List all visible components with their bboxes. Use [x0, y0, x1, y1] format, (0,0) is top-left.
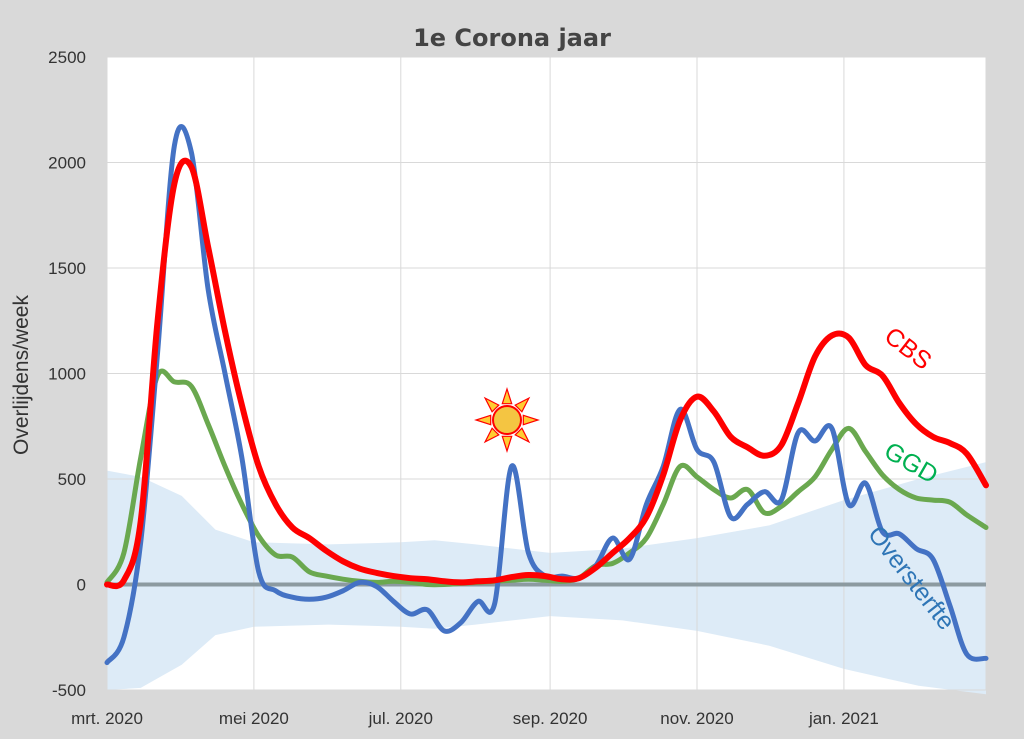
- x-tick-label: mrt. 2020: [71, 709, 143, 728]
- x-tick-label: mei 2020: [219, 709, 289, 728]
- sun-disc: [492, 405, 522, 435]
- sun-ray: [501, 435, 513, 453]
- y-axis-label: Overlijdens/week: [10, 295, 33, 455]
- x-tick-labels: mrt. 2020 mei 2020 jul. 2020 sep. 2020 nov. …: [71, 709, 879, 728]
- sun-ray: [514, 396, 531, 413]
- sun-ray: [501, 387, 513, 405]
- y-tick-label: 0: [77, 576, 86, 595]
- y-tick-label: -500: [52, 681, 86, 700]
- x-tick-label: jan. 2021: [808, 709, 879, 728]
- y-tick-label: 2500: [48, 48, 86, 67]
- y-tick-labels: -500 0 500 1000 1500 2000 2500: [48, 48, 86, 700]
- sun-ray: [514, 427, 531, 444]
- y-tick-label: 1500: [48, 259, 86, 278]
- sun-ray: [522, 414, 540, 426]
- x-tick-label: jul. 2020: [368, 709, 433, 728]
- x-tick-label: sep. 2020: [513, 709, 588, 728]
- x-tick-label: nov. 2020: [660, 709, 733, 728]
- sun-ray: [483, 396, 500, 413]
- y-tick-label: 1000: [48, 365, 86, 384]
- series-layer: [104, 124, 989, 666]
- sun-ray: [474, 414, 492, 426]
- y-tick-label: 2000: [48, 154, 86, 173]
- chart-title: 1e Corona jaar: [413, 24, 611, 52]
- series-line-oversterfte: [104, 124, 989, 666]
- series-line-cbs: [104, 157, 989, 590]
- y-tick-label: 500: [58, 470, 86, 489]
- sun-icon: [474, 387, 540, 453]
- sun-ray: [483, 427, 500, 444]
